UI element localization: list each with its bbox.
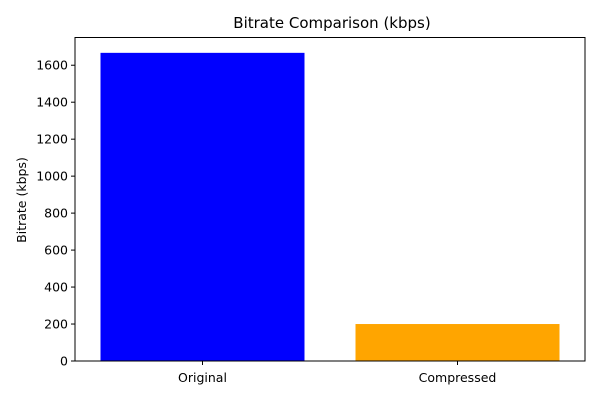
y-tick-label: 200 [44, 317, 68, 332]
chart-title: Bitrate Comparison (kbps) [233, 14, 430, 32]
x-tick-label: Compressed [419, 370, 497, 385]
y-tick-label: 1600 [36, 58, 68, 73]
y-tick-label: 1000 [36, 169, 68, 184]
y-tick-label: 1200 [36, 132, 68, 147]
y-tick-label: 800 [44, 206, 68, 221]
y-axis: 0 200 400 600 800 1000 1200 1400 1600 [36, 58, 75, 369]
y-tick-label: 1400 [36, 95, 68, 110]
bar-original [100, 52, 305, 362]
y-axis-title: Bitrate (kbps) [14, 157, 29, 243]
plot-frame [74, 37, 586, 362]
plot-area [100, 52, 560, 362]
x-axis: Original Compressed [178, 361, 496, 385]
bar-compressed [355, 324, 560, 361]
x-tick-label: Original [178, 370, 227, 385]
y-tick-label: 0 [60, 354, 68, 369]
y-tick-label: 400 [44, 280, 68, 295]
y-tick-label: 600 [44, 243, 68, 258]
